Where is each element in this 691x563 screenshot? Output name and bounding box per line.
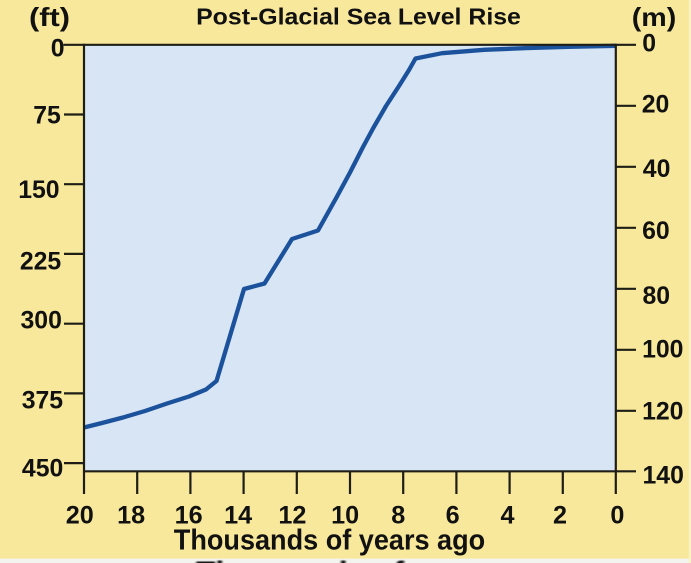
- svg-text:10: 10: [331, 501, 359, 529]
- svg-text:100: 100: [642, 337, 683, 364]
- svg-text:150: 150: [18, 177, 59, 204]
- svg-text:375: 375: [22, 387, 64, 414]
- svg-text:Thousands of years ago: Thousands of years ago: [196, 557, 561, 563]
- svg-text:450: 450: [22, 456, 63, 483]
- svg-text:20: 20: [66, 501, 94, 529]
- svg-text:8: 8: [391, 501, 405, 529]
- svg-text:18: 18: [117, 501, 145, 529]
- svg-text:Post-Glacial Sea Level Rise: Post-Glacial Sea Level Rise: [196, 4, 521, 30]
- svg-text:40: 40: [643, 156, 671, 183]
- svg-text:12: 12: [278, 501, 306, 529]
- svg-text:14: 14: [224, 501, 252, 529]
- svg-text:6: 6: [446, 501, 460, 529]
- svg-text:0: 0: [610, 501, 624, 529]
- svg-text:140: 140: [643, 463, 684, 490]
- svg-text:Thousands of years ago: Thousands of years ago: [174, 525, 485, 557]
- svg-text:75: 75: [33, 103, 61, 130]
- svg-text:16: 16: [175, 501, 203, 529]
- svg-text:0: 0: [51, 36, 65, 63]
- svg-text:0: 0: [642, 30, 656, 57]
- svg-text:120: 120: [642, 399, 683, 426]
- svg-text:4: 4: [500, 501, 514, 529]
- svg-text:(m): (m): [632, 2, 677, 32]
- svg-text:225: 225: [20, 249, 62, 276]
- svg-text:80: 80: [643, 283, 671, 310]
- svg-text:20: 20: [642, 92, 670, 119]
- svg-text:60: 60: [642, 218, 670, 245]
- svg-text:2: 2: [553, 501, 567, 529]
- svg-text:300: 300: [21, 308, 62, 335]
- svg-text:(ft): (ft): [29, 2, 70, 32]
